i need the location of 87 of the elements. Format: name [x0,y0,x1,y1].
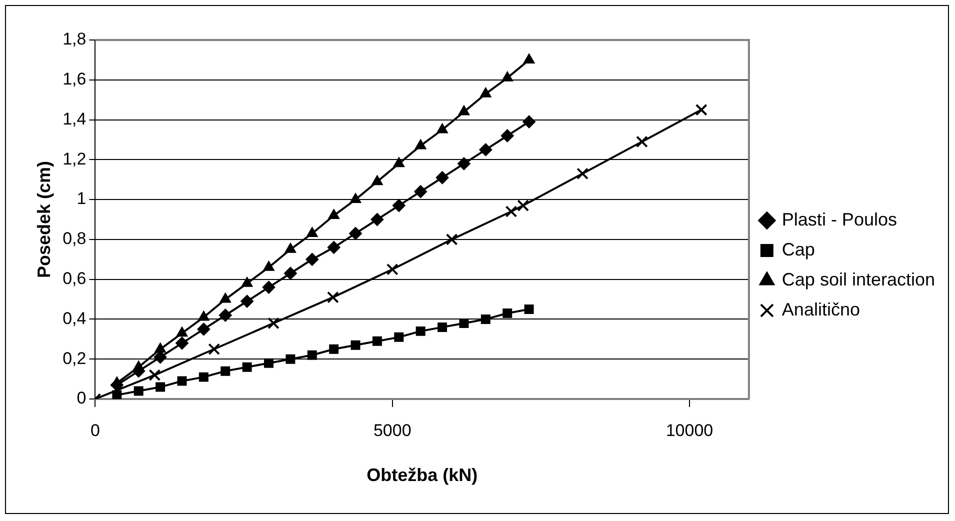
point [262,280,276,294]
y-tick-label: 0,6 [62,269,86,288]
point [436,171,449,184]
y-axis-title: Posedek (cm) [34,160,54,278]
point [263,260,274,271]
y-tick-label: 0 [76,388,86,408]
point [198,372,208,382]
point [350,193,362,204]
point [156,382,166,392]
point [148,369,161,382]
x-tick-label: 5000 [373,420,412,440]
point [220,366,230,376]
y-tick-label: 1,4 [62,109,86,128]
y-tick-label: 1,6 [62,70,86,89]
point [414,139,426,150]
point [328,209,340,220]
point [576,168,588,180]
point [393,157,405,168]
point [132,360,144,371]
point [111,376,123,387]
point [436,123,448,134]
point [500,129,514,142]
y-tick-label: 0,8 [62,229,86,248]
legend-label: Analitično [782,299,860,320]
point [220,292,232,303]
point [349,226,362,240]
point [392,199,406,212]
point [479,143,492,156]
point [284,266,297,280]
point [522,115,536,128]
point [208,343,220,356]
point [326,291,339,304]
point [350,340,360,350]
point [154,342,166,353]
x-tick-label: 10000 [666,420,714,440]
point [480,87,492,98]
point [370,213,384,226]
point [502,71,514,82]
y-tick-label: 0,4 [62,308,86,328]
legend-label: Cap soil interaction [782,269,936,290]
point [524,304,534,314]
point [414,185,428,198]
point [240,294,254,308]
point [446,233,458,246]
legend-label: Cap [782,239,815,260]
point [457,157,470,170]
point [264,358,274,368]
point [517,200,530,212]
y-tick-label: 1,8 [62,30,86,49]
point [218,308,232,322]
point [175,336,188,350]
point [372,336,382,346]
point [459,318,469,328]
point [286,354,296,364]
point [268,317,280,330]
y-tick-label: 0,2 [62,348,86,368]
point [695,104,708,116]
x-axis-title: Obtežba (kN) [366,465,478,486]
point [523,53,535,64]
point [241,276,253,287]
point [502,308,512,318]
point [480,314,490,324]
point [284,242,296,253]
point [505,206,518,218]
point [154,350,167,364]
point [438,322,448,332]
y-tick-label: 1 [76,189,86,208]
point [306,252,319,266]
point [394,332,404,342]
point [177,376,187,386]
point [306,226,318,237]
point [458,105,470,116]
x-tick-label: 0 [90,420,100,440]
y-tick-label: 1,2 [62,149,86,168]
point [307,350,317,360]
point [242,362,252,372]
point [198,310,210,321]
point [197,322,210,336]
point [329,344,339,354]
point [327,240,340,254]
point [372,175,383,186]
point [386,263,398,276]
point [416,326,426,336]
point [134,386,144,396]
point [636,136,648,148]
point [176,326,188,337]
legend-label: Plasti - Poulos [782,209,897,230]
